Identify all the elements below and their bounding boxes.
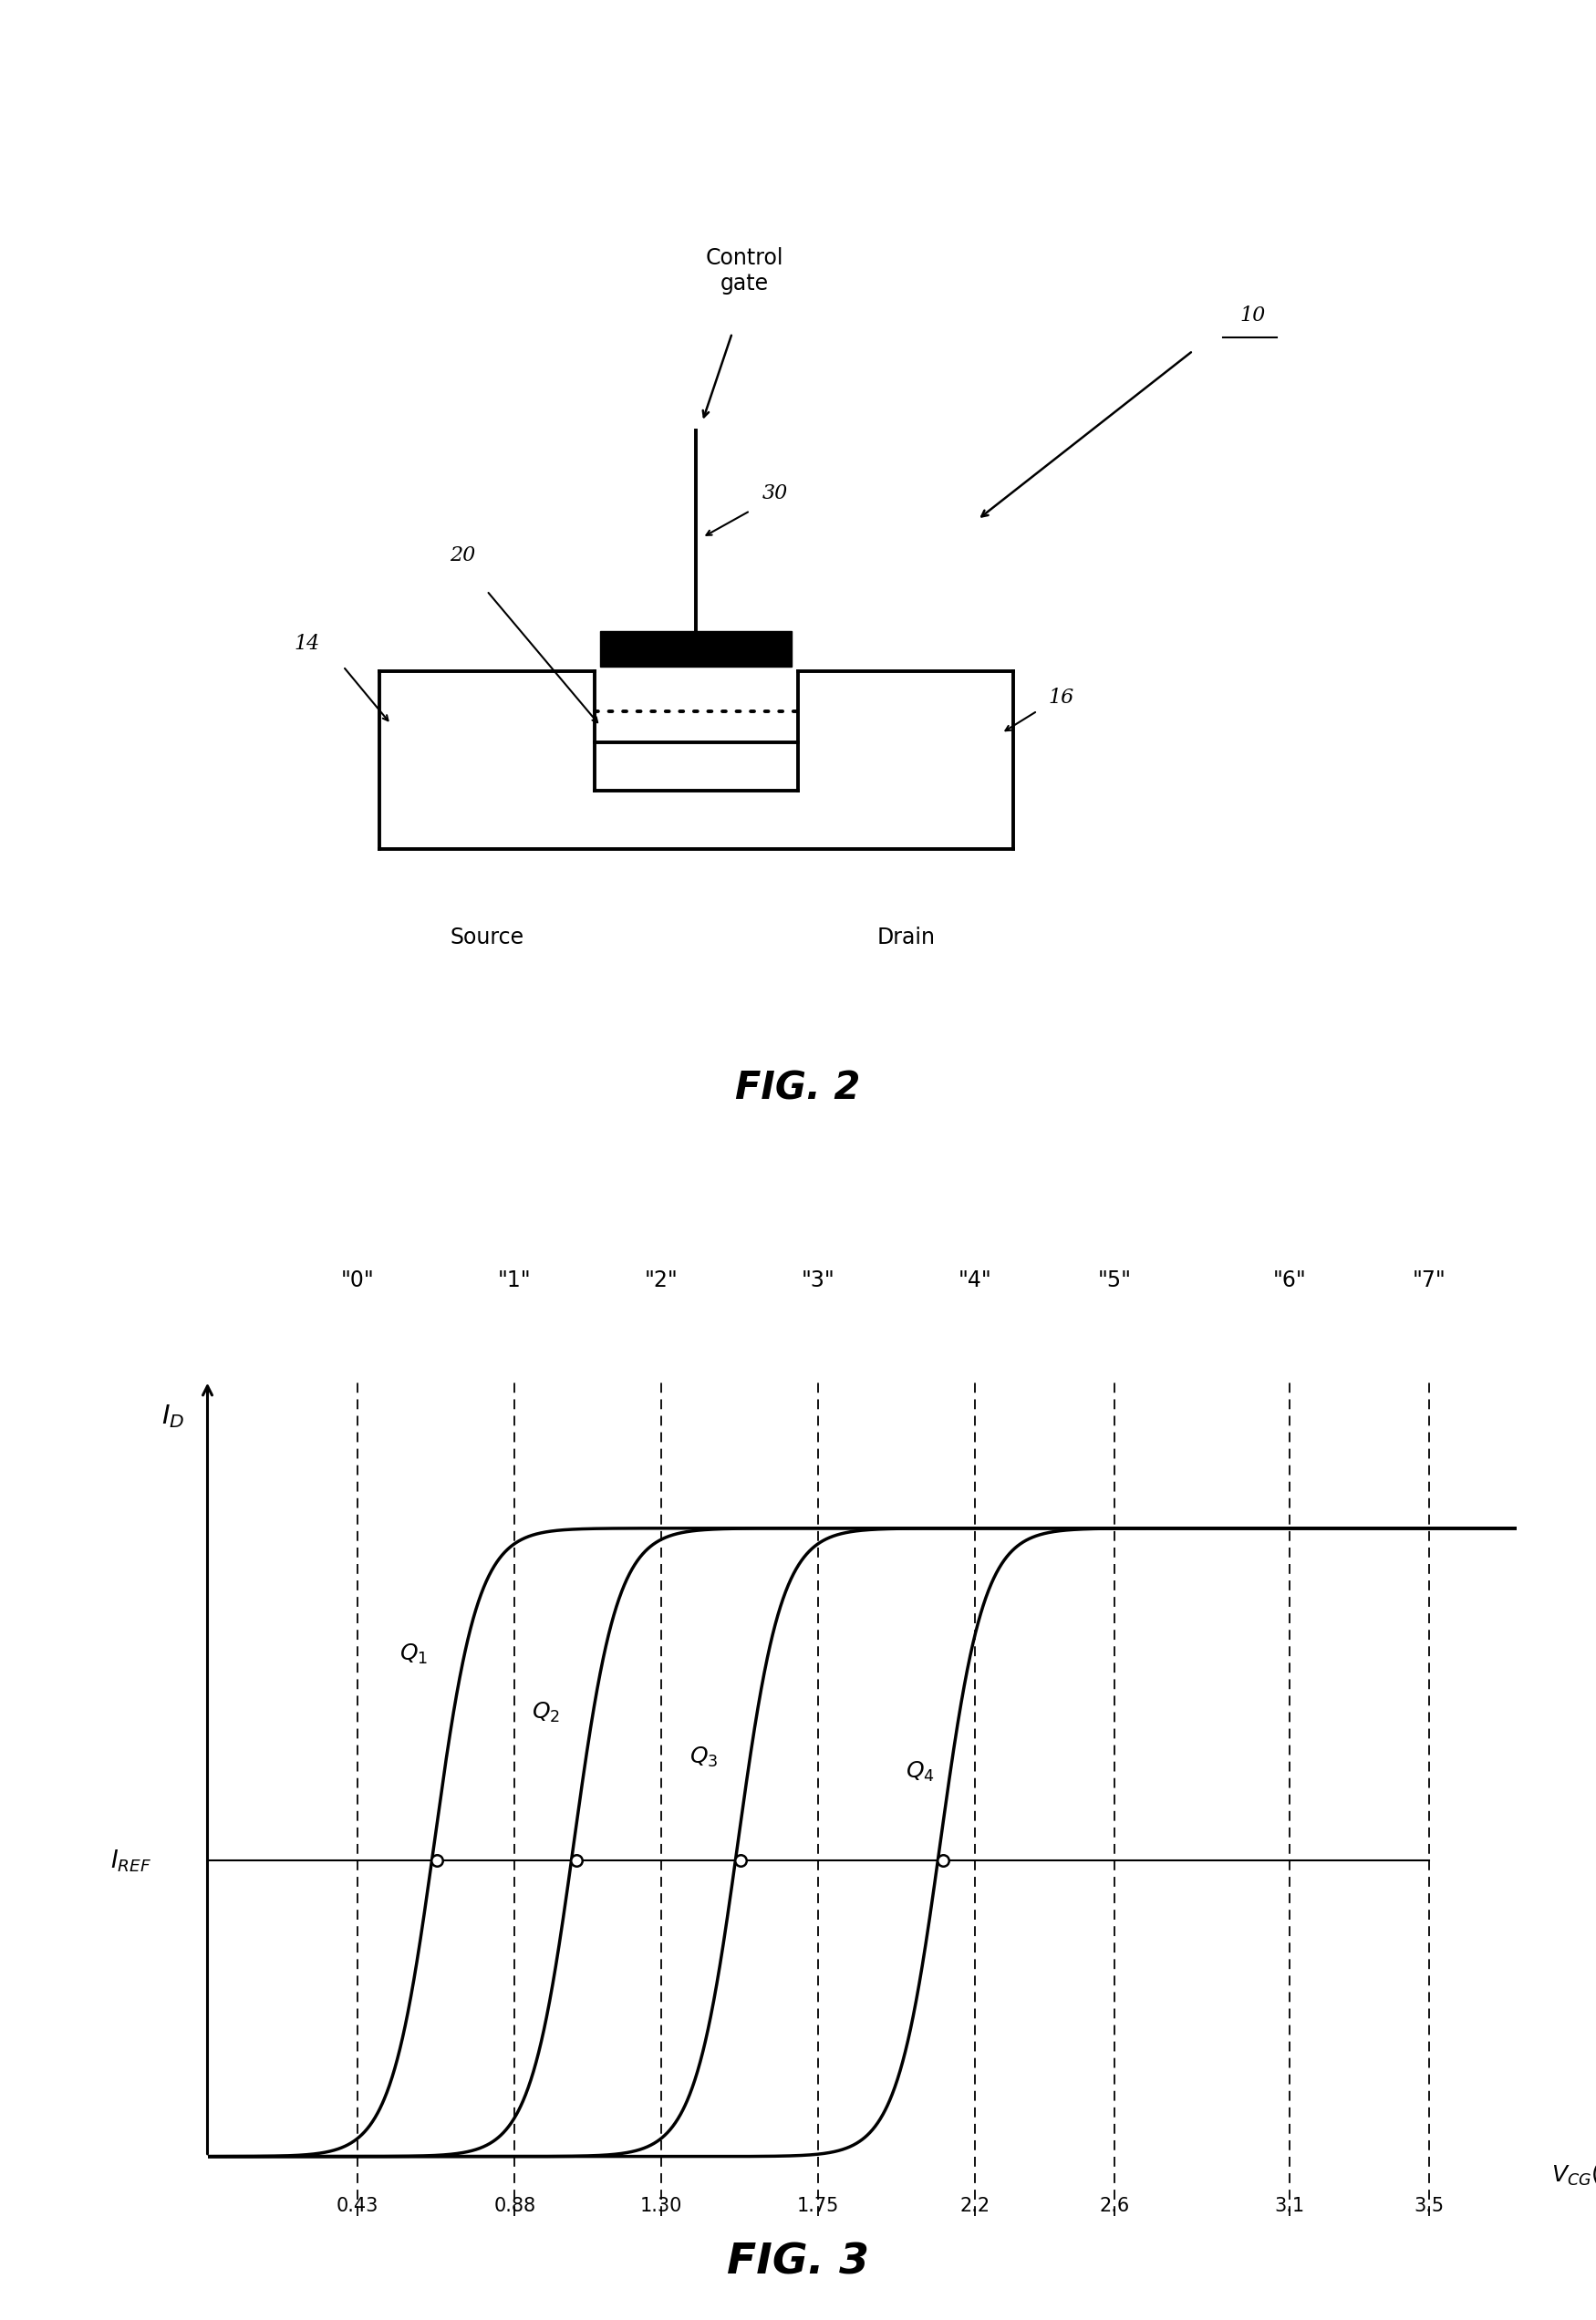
Text: "0": "0" bbox=[342, 1269, 375, 1292]
Text: Source: Source bbox=[450, 926, 523, 949]
Text: 2.2: 2.2 bbox=[961, 2197, 991, 2216]
Text: $\mathit{I}_{REF}$: $\mathit{I}_{REF}$ bbox=[110, 1847, 152, 1875]
Text: $Q_{4}$: $Q_{4}$ bbox=[905, 1761, 934, 1784]
Text: 30: 30 bbox=[763, 483, 788, 503]
Text: "5": "5" bbox=[1098, 1269, 1132, 1292]
Text: 16: 16 bbox=[1049, 687, 1074, 708]
Text: 0.43: 0.43 bbox=[337, 2197, 378, 2216]
Text: $\mathit{I}_D$: $\mathit{I}_D$ bbox=[161, 1404, 184, 1429]
Text: $Q_{1}$: $Q_{1}$ bbox=[399, 1643, 428, 1666]
Text: 1.30: 1.30 bbox=[640, 2197, 683, 2216]
Text: 14: 14 bbox=[294, 633, 321, 654]
Text: $Q_{2}$: $Q_{2}$ bbox=[531, 1701, 560, 1726]
Text: "3": "3" bbox=[801, 1269, 835, 1292]
Text: 2.6: 2.6 bbox=[1100, 2197, 1130, 2216]
Text: "2": "2" bbox=[645, 1269, 678, 1292]
Bar bbox=[600, 631, 792, 666]
Text: $Q_{3}$: $Q_{3}$ bbox=[689, 1745, 718, 1770]
Text: 1.75: 1.75 bbox=[796, 2197, 839, 2216]
Text: Drain: Drain bbox=[876, 926, 935, 949]
Text: 10: 10 bbox=[1240, 306, 1266, 325]
Text: "7": "7" bbox=[1412, 1269, 1446, 1292]
Text: "6": "6" bbox=[1272, 1269, 1306, 1292]
Text: FIG. 2: FIG. 2 bbox=[736, 1070, 860, 1109]
Text: "1": "1" bbox=[498, 1269, 531, 1292]
Text: 3.5: 3.5 bbox=[1414, 2197, 1444, 2216]
Text: 3.1: 3.1 bbox=[1274, 2197, 1304, 2216]
Text: 0.88: 0.88 bbox=[493, 2197, 536, 2216]
Text: FIG. 3: FIG. 3 bbox=[726, 2241, 870, 2283]
Text: "4": "4" bbox=[959, 1269, 993, 1292]
Text: Control
gate: Control gate bbox=[705, 246, 784, 295]
Text: 20: 20 bbox=[450, 545, 476, 566]
Text: $\mathit{V}_{CG}(V)$: $\mathit{V}_{CG}(V)$ bbox=[1551, 2162, 1596, 2188]
